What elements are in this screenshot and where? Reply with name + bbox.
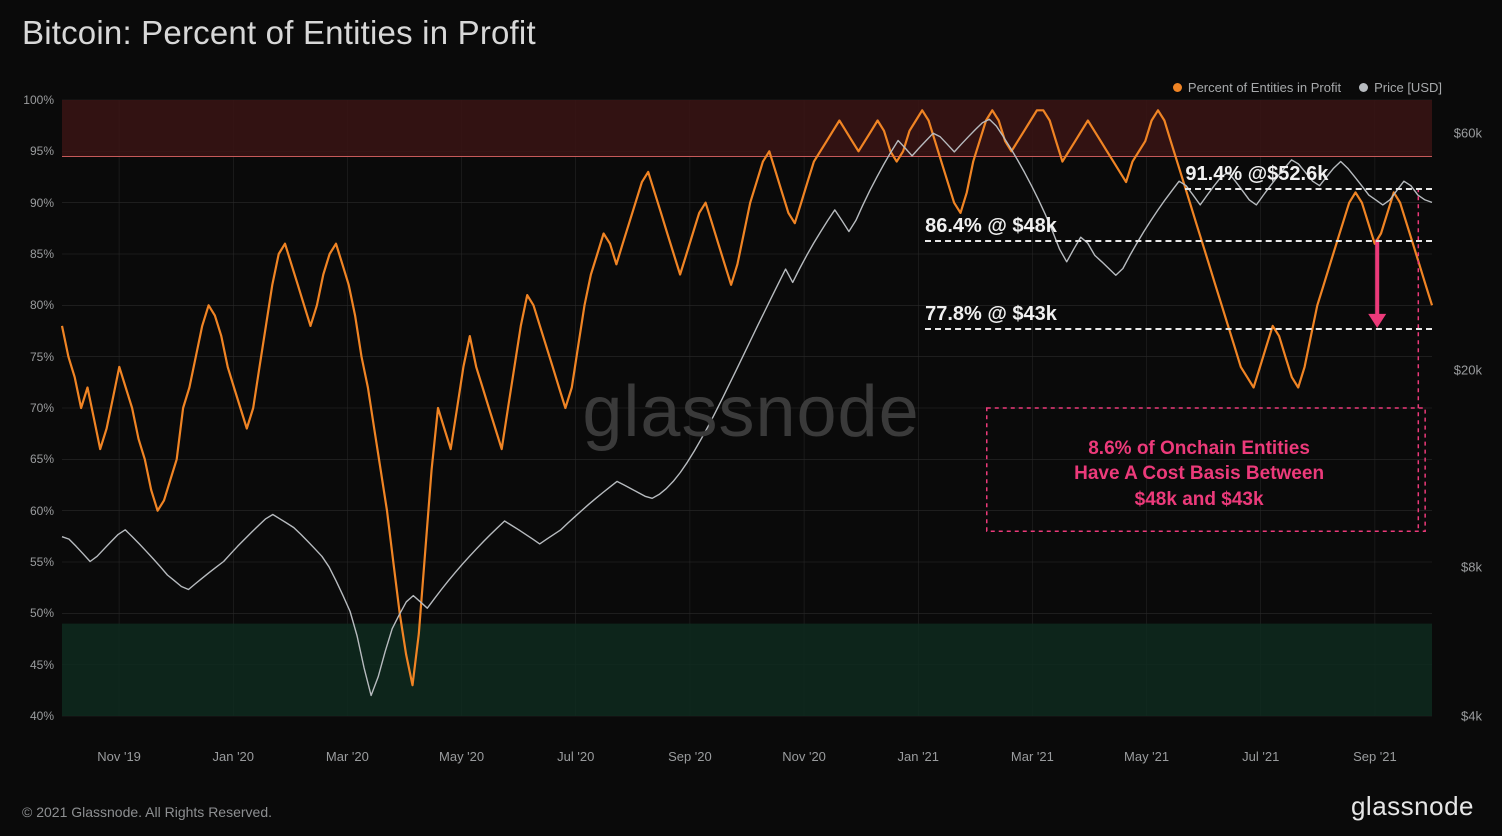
x-tick: Nov '20 <box>782 749 826 764</box>
annotation-label: 77.8% @ $43k <box>925 303 1057 328</box>
y-right-tick: $20k <box>1454 362 1482 377</box>
annotation-label: 91.4% @$52.6k <box>1185 163 1328 188</box>
y-left-tick: 95% <box>18 144 54 158</box>
annotation-label: 86.4% @ $48k <box>925 215 1057 240</box>
y-left-tick: 75% <box>18 350 54 364</box>
y-left-tick: 40% <box>18 709 54 723</box>
x-tick: Sep '20 <box>668 749 712 764</box>
x-tick: May '20 <box>439 749 484 764</box>
annotation-hline <box>1185 188 1432 190</box>
y-right-tick: $4k <box>1461 709 1482 724</box>
x-tick: Jan '20 <box>212 749 254 764</box>
x-tick: Jan '21 <box>897 749 939 764</box>
annotation-hline <box>925 240 1432 242</box>
x-tick: Jul '20 <box>557 749 594 764</box>
brand-logo: glassnode <box>1351 791 1474 822</box>
x-tick: Mar '20 <box>326 749 369 764</box>
y-left-tick: 90% <box>18 196 54 210</box>
y-left-tick: 80% <box>18 298 54 312</box>
y-left-tick: 45% <box>18 658 54 672</box>
x-tick: May '21 <box>1124 749 1169 764</box>
copyright-text: © 2021 Glassnode. All Rights Reserved. <box>22 804 272 820</box>
x-tick: Jul '21 <box>1242 749 1279 764</box>
annotation-callout: 8.6% of Onchain EntitiesHave A Cost Basi… <box>1049 436 1349 513</box>
y-left-tick: 50% <box>18 606 54 620</box>
y-right-tick: $60k <box>1454 126 1482 141</box>
y-left-tick: 100% <box>18 93 54 107</box>
chart-container: Percent of Entities in Profit Price [USD… <box>22 82 1480 742</box>
x-tick: Nov '19 <box>97 749 141 764</box>
y-left-tick: 60% <box>18 504 54 518</box>
annotation-hline <box>925 328 1432 330</box>
y-left-tick: 65% <box>18 452 54 466</box>
y-left-tick: 85% <box>18 247 54 261</box>
x-tick: Mar '21 <box>1011 749 1054 764</box>
chart-title: Bitcoin: Percent of Entities in Profit <box>22 14 536 52</box>
x-tick: Sep '21 <box>1353 749 1397 764</box>
y-left-tick: 70% <box>18 401 54 415</box>
y-left-tick: 55% <box>18 555 54 569</box>
y-right-tick: $8k <box>1461 559 1482 574</box>
